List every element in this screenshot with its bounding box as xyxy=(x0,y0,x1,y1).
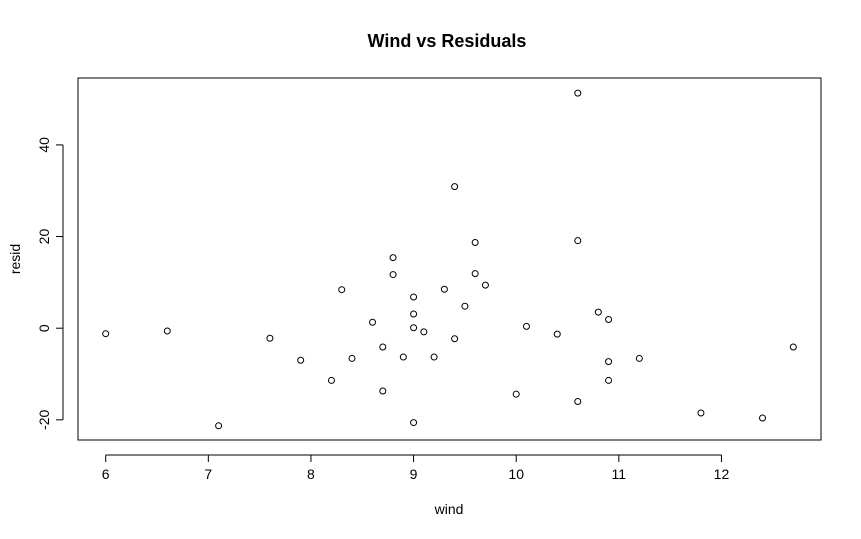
data-point xyxy=(430,353,438,361)
data-point xyxy=(512,390,520,398)
data-point xyxy=(574,237,582,245)
data-point xyxy=(574,89,582,97)
x-tick-label: 12 xyxy=(714,466,730,482)
data-point xyxy=(605,315,613,323)
data-point xyxy=(789,343,797,351)
data-point xyxy=(605,358,613,366)
data-point xyxy=(369,318,377,326)
x-axis-label: wind xyxy=(434,501,464,517)
y-tick-label: 40 xyxy=(36,137,52,153)
data-point xyxy=(410,293,418,301)
plot-frame xyxy=(77,77,822,441)
chart-title: Wind vs Residuals xyxy=(368,31,527,51)
data-point xyxy=(553,330,561,338)
data-point xyxy=(348,354,356,362)
data-point xyxy=(379,387,387,395)
x-axis: 6 7 8 9 10 11 12 xyxy=(102,454,730,482)
y-axis: -20 0 20 40 xyxy=(36,137,64,430)
data-point xyxy=(697,409,705,417)
data-point xyxy=(522,322,530,330)
data-point xyxy=(594,308,602,316)
data-point xyxy=(163,327,171,335)
data-point xyxy=(379,343,387,351)
x-axis-ticks: 6 7 8 9 10 11 12 xyxy=(102,455,730,482)
y-tick-label: 20 xyxy=(36,229,52,245)
data-point xyxy=(440,285,448,293)
data-point xyxy=(215,422,223,430)
data-point xyxy=(451,183,459,191)
x-tick-label: 9 xyxy=(410,466,418,482)
data-point xyxy=(420,328,428,336)
data-point xyxy=(759,414,767,422)
data-point xyxy=(389,271,397,279)
data-point xyxy=(102,330,110,338)
x-tick-label: 11 xyxy=(612,466,627,482)
y-tick-label: 0 xyxy=(36,324,52,332)
y-tick-label: -20 xyxy=(36,410,52,430)
data-point xyxy=(471,239,479,247)
data-point xyxy=(389,254,397,262)
data-points xyxy=(102,89,797,430)
data-point xyxy=(635,354,643,362)
x-tick-label: 6 xyxy=(102,466,110,482)
data-point xyxy=(399,353,407,361)
data-point xyxy=(266,334,274,342)
x-tick-label: 8 xyxy=(307,466,315,482)
x-tick-label: 7 xyxy=(204,466,212,482)
data-point xyxy=(451,335,459,343)
data-point xyxy=(410,419,418,427)
data-point xyxy=(574,398,582,406)
y-axis-ticks: -20 0 20 40 xyxy=(36,137,63,430)
data-point xyxy=(605,376,613,384)
data-point xyxy=(297,356,305,364)
data-point xyxy=(338,286,346,294)
y-axis-label: resid xyxy=(7,244,23,274)
x-tick-label: 10 xyxy=(508,466,524,482)
data-point xyxy=(410,310,418,318)
data-point xyxy=(410,324,418,332)
data-point xyxy=(461,302,469,310)
data-point xyxy=(481,281,489,289)
data-point xyxy=(327,376,335,384)
data-point xyxy=(471,270,479,278)
